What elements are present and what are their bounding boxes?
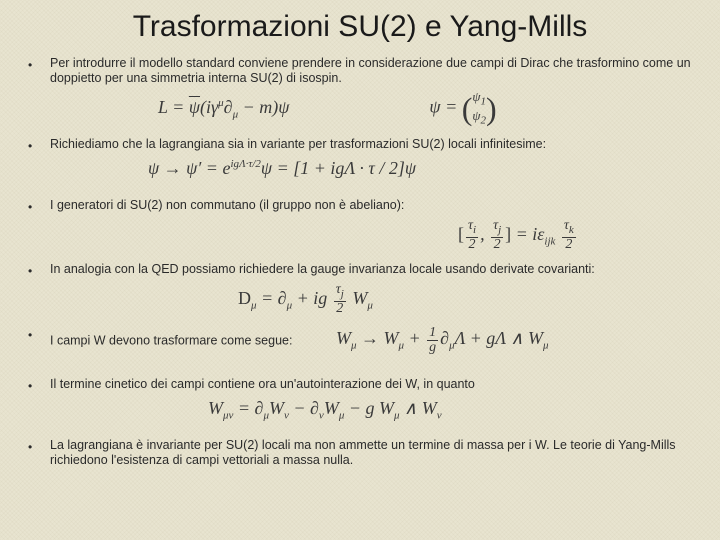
bullet-marker: • (28, 198, 50, 215)
bullet-item-3: • I generatori di SU(2) non commutano (i… (28, 198, 692, 215)
equation-2-content: ψ → ψ′ = eigΛ·τ/2ψ = [1 + igΛ · τ / 2]ψ (148, 158, 416, 178)
bullet-item-7: • La lagrangiana è invariante per SU(2) … (28, 438, 692, 468)
bullet-text-4: In analogia con la QED possiamo richiede… (50, 262, 692, 277)
equation-1b: ψ = (ψ1ψ2) (429, 90, 496, 127)
bullet-text-5: I campi W devono trasformare come segue:… (50, 326, 692, 355)
equation-4-content: Dμ = ∂μ + ig τj2 Wμ (238, 288, 373, 308)
equation-1: L = ψ(iγμ∂μ − m)ψ ψ = (ψ1ψ2) (158, 90, 692, 127)
bullet-text-6: Il termine cinetico dei campi contiene o… (50, 377, 692, 392)
bullet-item-1: • Per introdurre il modello standard con… (28, 56, 692, 86)
bullet-text-2: Richiediamo che la lagrangiana sia in va… (50, 137, 692, 152)
bullet-list: • Per introdurre il modello standard con… (28, 56, 692, 468)
equation-5-content: Wμ → Wμ + 1g∂μΛ + gΛ ∧ Wμ (336, 328, 549, 348)
equation-1a: L = ψ(iγμ∂μ − m)ψ (158, 97, 289, 121)
bullet-text-3: I generatori di SU(2) non commutano (il … (50, 198, 692, 213)
bullet-marker: • (28, 377, 50, 394)
equation-6-content: Wμν = ∂μWν − ∂νWμ − g Wμ ∧ Wν (208, 398, 442, 418)
spacer (28, 359, 692, 367)
bullet-marker: • (28, 438, 50, 455)
bullet-marker: • (28, 56, 50, 73)
bullet-marker: • (28, 262, 50, 279)
bullet-item-4: • In analogia con la QED possiamo richie… (28, 262, 692, 279)
bullet-item-5: • I campi W devono trasformare come segu… (28, 326, 692, 355)
equation-3: [τi2, τj2] = iεijk τk2 (458, 219, 692, 252)
slide-container: Trasformazioni SU(2) e Yang-Mills • Per … (0, 0, 720, 482)
bullet-text-7: La lagrangiana è invariante per SU(2) lo… (50, 438, 692, 468)
bullet-marker: • (28, 137, 50, 154)
bullet-marker: • (28, 326, 50, 343)
equation-3-content: [τi2, τj2] = iεijk τk2 (458, 224, 578, 244)
bullet-item-6: • Il termine cinetico dei campi contiene… (28, 377, 692, 394)
bullet-text-5-label: I campi W devono trasformare come segue: (50, 333, 292, 347)
equation-2: ψ → ψ′ = eigΛ·τ/2ψ = [1 + igΛ · τ / 2]ψ (148, 158, 692, 188)
equation-4: Dμ = ∂μ + ig τj2 Wμ (238, 283, 692, 316)
bullet-text-1: Per introdurre il modello standard convi… (50, 56, 692, 86)
bullet-item-2: • Richiediamo che la lagrangiana sia in … (28, 137, 692, 154)
slide-title: Trasformazioni SU(2) e Yang-Mills (28, 10, 692, 44)
equation-6: Wμν = ∂μWν − ∂νWμ − g Wμ ∧ Wν (208, 398, 692, 428)
